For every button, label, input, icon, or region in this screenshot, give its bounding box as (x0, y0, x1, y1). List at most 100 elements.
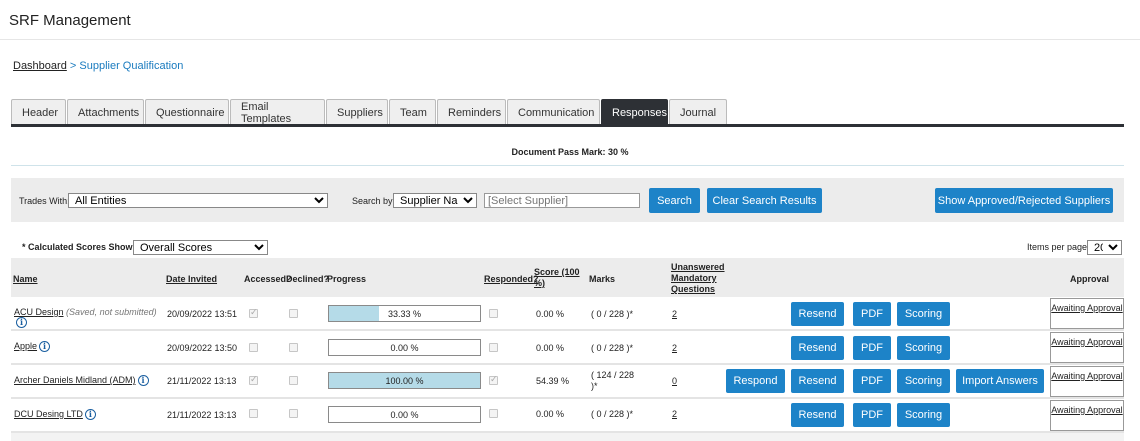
declined-checkbox (289, 309, 298, 318)
approval-link[interactable]: Awaiting Approval (1050, 298, 1124, 329)
progress-bar: 0.00 % (328, 339, 481, 356)
pdf-button[interactable]: PDF (853, 369, 891, 393)
import-answers-button[interactable]: Import Answers (956, 369, 1044, 393)
breadcrumb-separator: > (69, 60, 77, 72)
info-icon[interactable]: i (137, 375, 149, 386)
search-by-select[interactable]: Supplier Name (393, 193, 477, 208)
document-pass-mark: Document Pass Mark: 30 % (511, 147, 629, 157)
unanswered-count-link[interactable]: 2 (672, 409, 678, 419)
trades-with-select[interactable]: All Entities (68, 193, 328, 208)
score-cell: 0.00 % (536, 343, 565, 353)
tab-attachments[interactable]: Attachments (67, 99, 144, 125)
breadcrumb-dashboard-link[interactable]: Dashboard (13, 60, 67, 72)
supplier-status-note: (Saved, not submitted) (66, 307, 157, 317)
accessed-checkbox (249, 374, 258, 385)
unanswered-count-link[interactable]: 0 (672, 376, 678, 386)
declined-checkbox (289, 343, 298, 352)
supplier-name-cell: Apple i (14, 341, 164, 352)
approval-link[interactable]: Awaiting Approval (1050, 332, 1124, 363)
table-row: Apple i 20/09/2022 13:50 0.00 % 0.00 % ( … (11, 332, 1124, 365)
info-icon[interactable]: i (39, 341, 51, 352)
date-invited-cell: 20/09/2022 13:51 (167, 309, 238, 319)
scoring-button[interactable]: Scoring (897, 369, 950, 393)
search-button[interactable]: Search (649, 188, 700, 213)
column-responded[interactable]: Responded? (484, 274, 539, 284)
column-name[interactable]: Name (13, 274, 38, 284)
declined-checkbox (289, 409, 298, 418)
tab-bar: Header Attachments Questionnaire Email T… (11, 99, 728, 125)
scoring-button[interactable]: Scoring (897, 302, 950, 326)
unanswered-count-link[interactable]: 2 (672, 309, 678, 319)
pdf-button[interactable]: PDF (853, 336, 891, 360)
marks-cell: ( 0 / 228 )* (591, 409, 634, 419)
table-row: DCU Desing LTD i 21/11/2022 13:13 0.00 % … (11, 400, 1124, 433)
next-row-partial (11, 433, 1124, 441)
responded-checkbox (489, 309, 498, 318)
calculated-scores-select[interactable]: Overall Scores (133, 240, 268, 255)
column-unanswered-mandatory[interactable]: Unanswered Mandatory Questions (671, 262, 725, 294)
show-approved-rejected-button[interactable]: Show Approved/Rejected Suppliers (935, 188, 1113, 213)
search-by-label: Search by: (352, 196, 396, 206)
pdf-button[interactable]: PDF (853, 403, 891, 427)
scoring-button[interactable]: Scoring (897, 336, 950, 360)
supplier-name-cell: Archer Daniels Midland (ADM) i (14, 375, 164, 386)
responded-checkbox (489, 374, 498, 385)
breadcrumb: Dashboard > Supplier Qualification (13, 60, 183, 72)
progress-bar: 33.33 % (328, 305, 481, 322)
tab-email-templates[interactable]: Email Templates (230, 99, 325, 125)
accessed-checkbox (249, 409, 258, 418)
progress-bar: 0.00 % (328, 406, 481, 423)
unanswered-count-link[interactable]: 2 (672, 343, 678, 353)
scoring-button[interactable]: Scoring (897, 403, 950, 427)
accessed-checkbox (249, 307, 258, 318)
tab-reminders[interactable]: Reminders (437, 99, 506, 125)
supplier-name-link[interactable]: DCU Desing LTD (14, 409, 83, 419)
accessed-checkbox (249, 343, 258, 352)
supplier-name-cell: DCU Desing LTD i (14, 409, 164, 420)
resend-button[interactable]: Resend (791, 336, 844, 360)
column-progress: Progress (327, 274, 367, 284)
tab-responses[interactable]: Responses (601, 99, 668, 125)
tab-team[interactable]: Team (389, 99, 436, 125)
respond-button[interactable]: Respond (726, 369, 785, 393)
tab-suppliers[interactable]: Suppliers (326, 99, 388, 125)
info-icon[interactable]: i (84, 409, 96, 420)
resend-button[interactable]: Resend (791, 403, 844, 427)
table-row: ACU Design (Saved, not submitted) i 20/09… (11, 298, 1124, 331)
date-invited-cell: 21/11/2022 13:13 (167, 410, 237, 420)
marks-cell: ( 0 / 228 )* (591, 309, 634, 319)
supplier-name-link[interactable]: ACU Design (14, 307, 64, 317)
supplier-search-input[interactable] (484, 193, 640, 208)
supplier-name-link[interactable]: Apple (14, 341, 38, 351)
resend-button[interactable]: Resend (791, 369, 844, 393)
pdf-button[interactable]: PDF (853, 302, 891, 326)
tab-questionnaire[interactable]: Questionnaire (145, 99, 229, 125)
date-invited-cell: 21/11/2022 13:13 (167, 376, 237, 386)
score-cell: 0.00 % (536, 309, 565, 319)
approval-link[interactable]: Awaiting Approval (1050, 400, 1124, 431)
supplier-name-cell: ACU Design (Saved, not submitted) i (14, 307, 164, 328)
tab-header[interactable]: Header (11, 99, 66, 125)
progress-fill (329, 373, 480, 388)
progress-text: 0.00 % (390, 410, 419, 420)
column-approval: Approval (1070, 274, 1110, 284)
progress-fill (329, 306, 380, 321)
resend-button[interactable]: Resend (791, 302, 844, 326)
info-icon[interactable]: i (16, 317, 27, 328)
items-per-page-select[interactable]: 20 (1087, 240, 1122, 255)
column-marks: Marks (589, 274, 616, 284)
tab-journal[interactable]: Journal (669, 99, 727, 125)
tab-communication[interactable]: Communication (507, 99, 600, 125)
approval-link[interactable]: Awaiting Approval (1050, 366, 1124, 397)
column-score[interactable]: Score (100 %) (534, 267, 580, 288)
items-per-page-label: Items per page: (1027, 242, 1090, 252)
clear-search-button[interactable]: Clear Search Results (707, 188, 822, 213)
responded-checkbox (489, 343, 498, 352)
breadcrumb-current[interactable]: Supplier Qualification (79, 60, 184, 72)
table-header (11, 258, 1124, 297)
column-date-invited[interactable]: Date Invited (166, 274, 218, 284)
score-cell: 0.00 % (536, 409, 565, 419)
column-declined: Declined? (286, 274, 330, 284)
declined-checkbox (289, 376, 298, 385)
supplier-name-link[interactable]: Archer Daniels Midland (ADM) (14, 375, 136, 385)
